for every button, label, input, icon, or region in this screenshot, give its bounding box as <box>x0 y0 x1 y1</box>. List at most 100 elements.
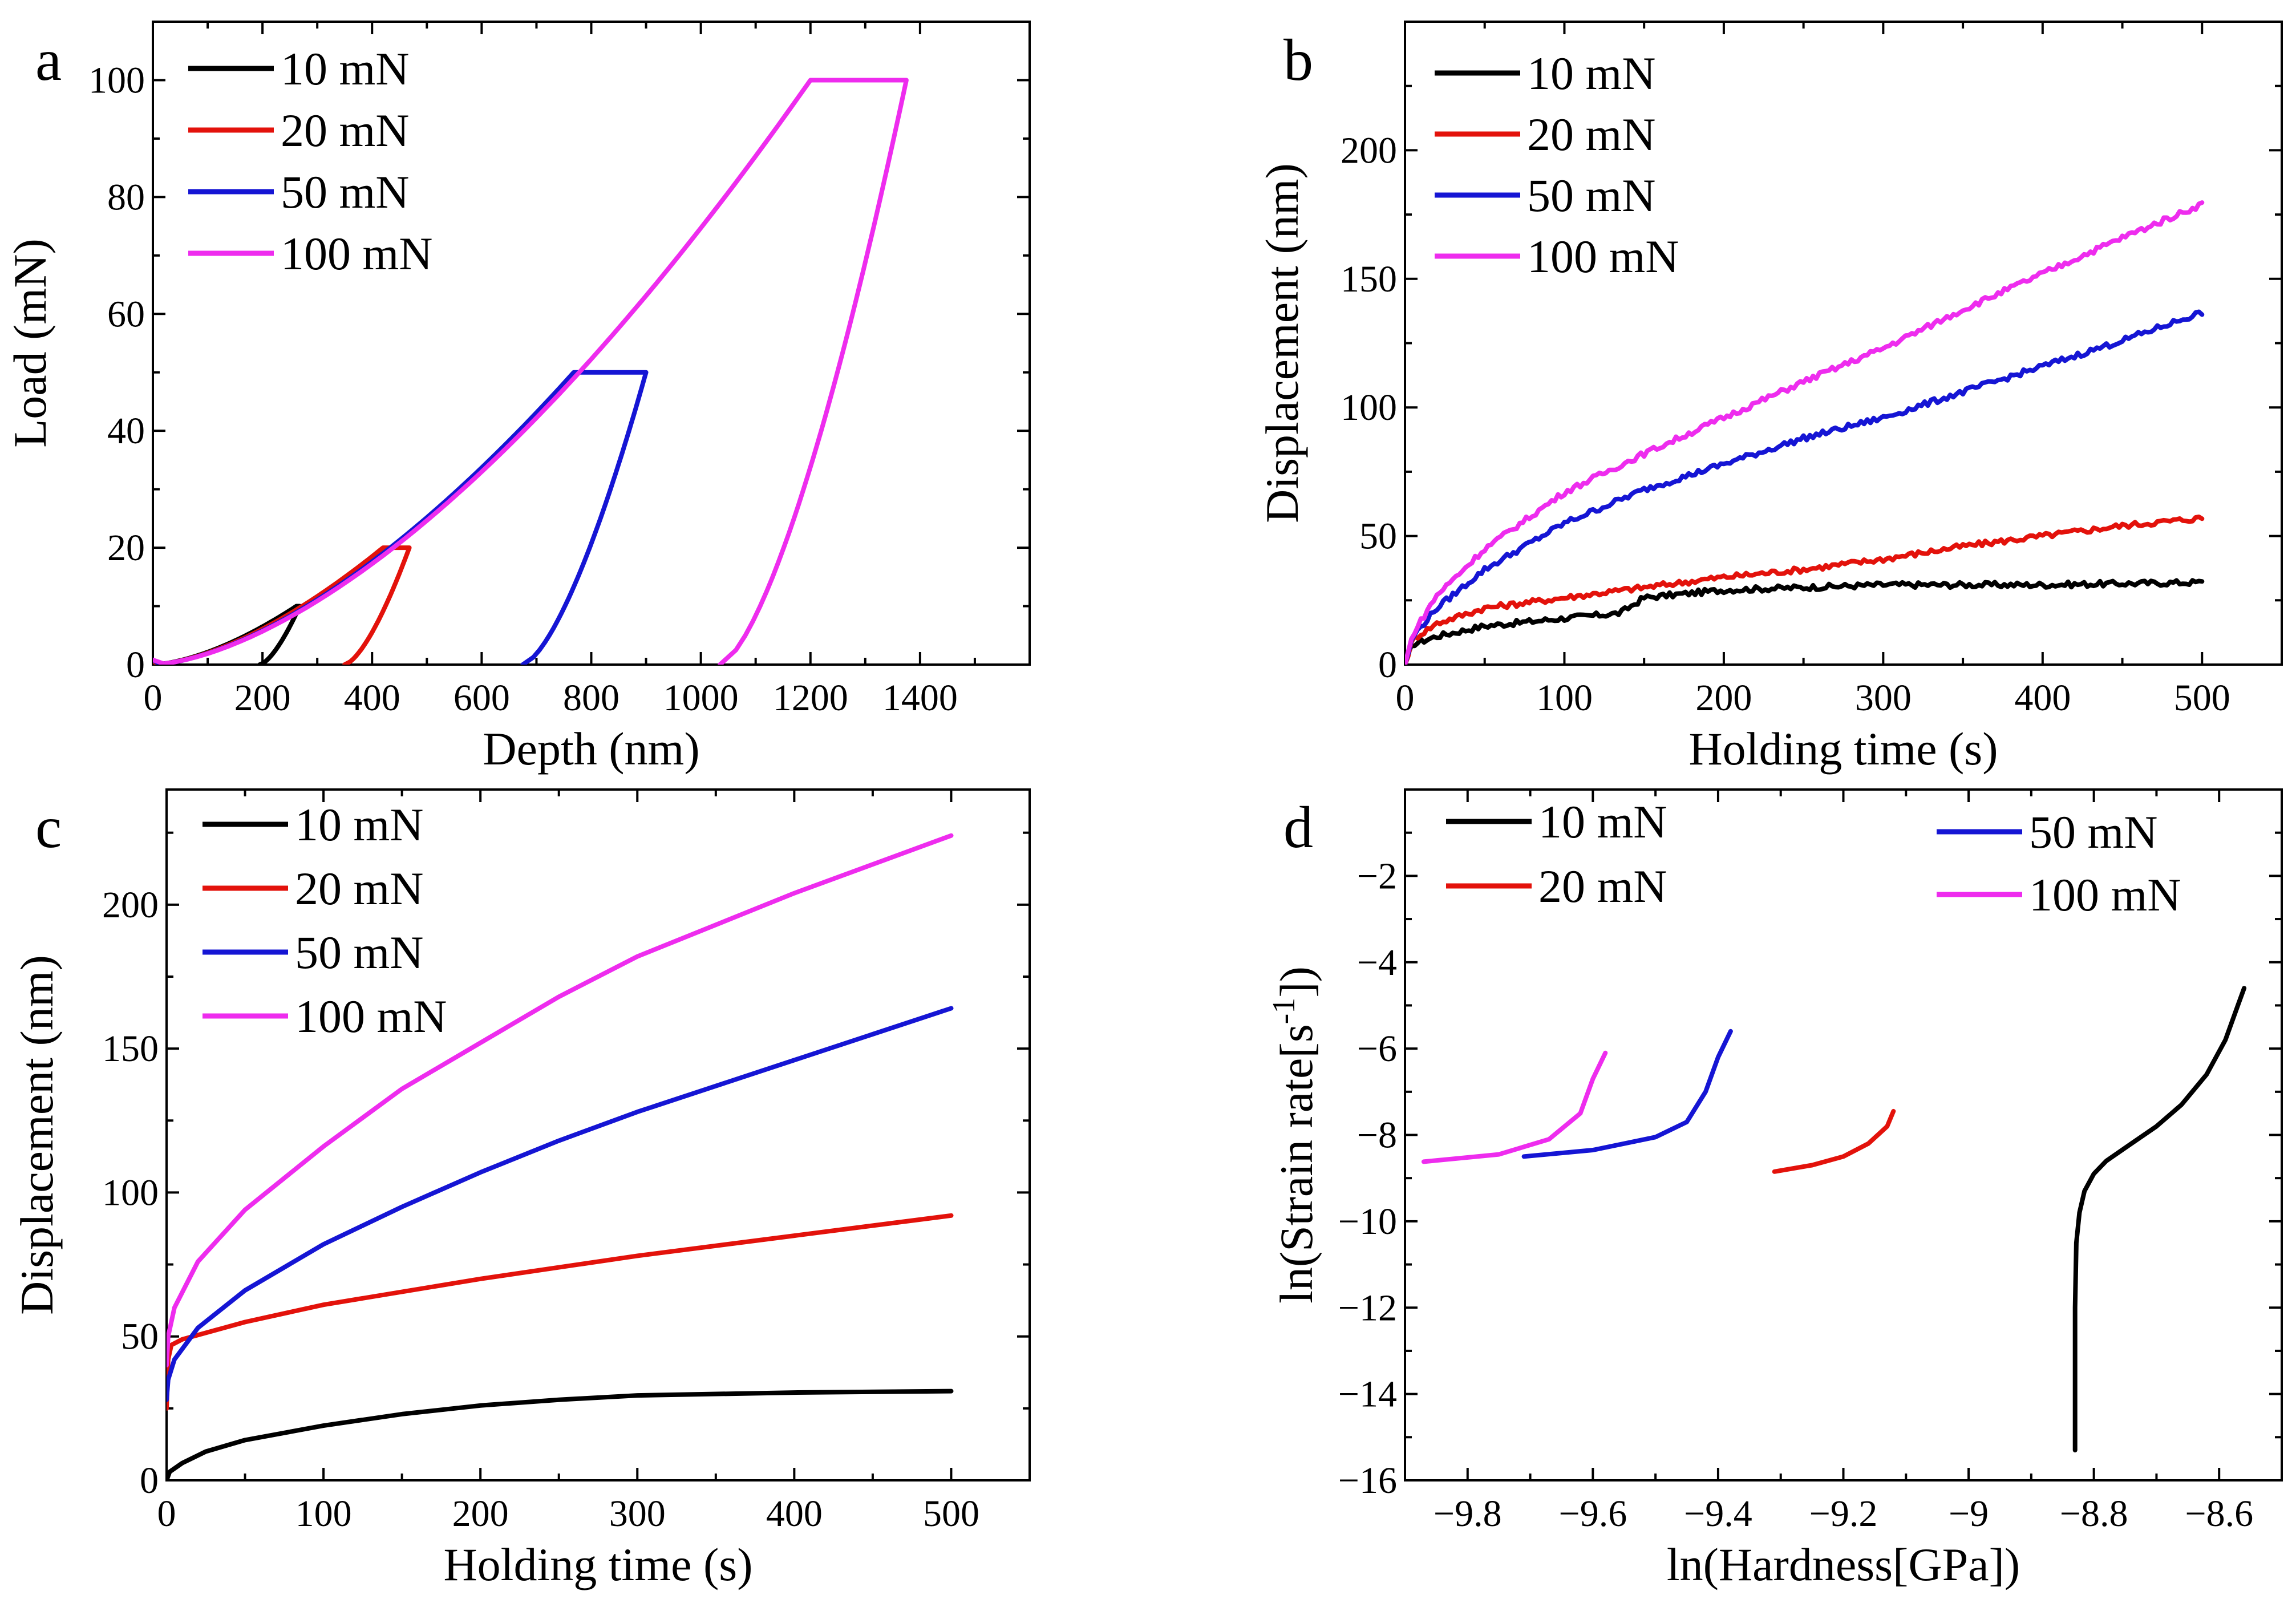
legend-label: 50 mN <box>2029 806 2158 858</box>
y-tick-label: −2 <box>1357 855 1397 897</box>
panel-d: −9.8 −9.6 −9.4 −9.2 −9 −8.8 −8.6 −16 −14 −12 −10 −8… <box>1266 788 2283 1590</box>
x-tick-label: −9.6 <box>1558 1493 1627 1535</box>
legend-label: 100 mN <box>1527 230 1679 282</box>
legend-label: 20 mN <box>295 863 424 914</box>
series-line-100-mn <box>1421 1050 1608 1164</box>
x-tick-label: 200 <box>1695 677 1752 719</box>
x-tick-label: −8.8 <box>2060 1493 2128 1535</box>
series-line-20-mn <box>1772 1108 1896 1174</box>
y-axis-label-superscript: -1 <box>1266 998 1302 1025</box>
x-tick-label: 300 <box>1855 677 1912 719</box>
legend-label: 10 mN <box>1538 796 1667 848</box>
legend-label: 10 mN <box>1527 47 1656 99</box>
x-tick-label: −8.6 <box>2185 1493 2253 1535</box>
y-tick-label: 0 <box>126 644 145 686</box>
y-tick-label: −6 <box>1357 1028 1397 1070</box>
x-tick-label: 400 <box>2014 677 2071 719</box>
y-tick-label: 80 <box>107 176 145 218</box>
y-tick-label: −14 <box>1338 1374 1397 1415</box>
x-axis-label: Holding time (s) <box>443 1539 752 1590</box>
x-tick-label: 300 <box>609 1493 666 1535</box>
y-tick-label: 50 <box>1359 516 1397 557</box>
x-tick-label: 0 <box>1396 677 1415 719</box>
y-axis-label: Displacement (nm) <box>1256 163 1308 523</box>
y-tick-label: 100 <box>88 59 145 101</box>
y-axis-label: ln(Strain rate[s-1]) <box>1266 966 1322 1304</box>
y-tick-label: 100 <box>1341 387 1397 428</box>
series-group <box>1421 986 2247 1452</box>
series-line-100-mn <box>153 78 909 665</box>
series-line-10-mn <box>153 604 302 665</box>
x-tick-label: 1000 <box>663 677 739 719</box>
y-tick-label: 150 <box>1341 258 1397 300</box>
series-line-20-mn <box>1405 515 2205 665</box>
x-tick-label: 1400 <box>882 677 958 719</box>
x-tick-label: 800 <box>563 677 619 719</box>
y-tick-label: 100 <box>102 1172 159 1213</box>
y-tick-label: 60 <box>107 293 145 335</box>
series-line-50-mn <box>1521 1029 1733 1159</box>
x-axis-label: ln(Hardness[GPa]) <box>1667 1539 2020 1590</box>
legend-label: 10 mN <box>281 43 410 95</box>
series-group <box>167 833 954 1480</box>
y-tick-label: 200 <box>102 884 159 926</box>
x-axis-label: Holding time (s) <box>1688 723 1998 775</box>
series-line-50-mn <box>1405 309 2205 665</box>
series-line-50-mn <box>153 370 649 665</box>
y-tick-label: −16 <box>1338 1460 1397 1501</box>
y-tick-label: 40 <box>107 410 145 452</box>
y-tick-label: 20 <box>107 527 145 569</box>
y-tick-label: 0 <box>140 1460 159 1501</box>
x-tick-label: −9 <box>1949 1493 1989 1535</box>
plot-frame <box>165 788 1031 1481</box>
series-group <box>1405 200 2205 665</box>
x-tick-label: 0 <box>144 677 163 719</box>
y-tick-label: 50 <box>121 1316 159 1358</box>
y-tick-label: −10 <box>1338 1201 1397 1242</box>
legend-label: 50 mN <box>1527 169 1656 221</box>
x-tick-label: 400 <box>766 1493 823 1535</box>
legend-label: 100 mN <box>2029 869 2181 921</box>
series-line-10-mn <box>2072 986 2247 1452</box>
x-tick-label: 200 <box>452 1493 509 1535</box>
y-tick-label: −12 <box>1338 1287 1397 1329</box>
x-tick-label: 0 <box>157 1493 176 1535</box>
legend-label: 10 mN <box>295 799 424 851</box>
legend-label: 50 mN <box>295 926 424 978</box>
series-line-10-mn <box>1405 578 2205 665</box>
y-tick-label: 0 <box>1378 644 1397 686</box>
y-axis-label-tail: ]) <box>1270 966 1322 998</box>
x-tick-label: −9.4 <box>1684 1493 1752 1535</box>
series-line-50-mn <box>167 1006 954 1402</box>
x-tick-label: 200 <box>234 677 291 719</box>
x-axis-label: Depth (nm) <box>483 723 699 775</box>
y-axis-label: Displacement (nm) <box>11 955 63 1315</box>
legend-label: 50 mN <box>281 166 410 218</box>
x-tick-label: 100 <box>1536 677 1593 719</box>
legend-label: 20 mN <box>1527 108 1656 160</box>
legend-label: 100 mN <box>281 228 433 280</box>
panel-letter: c <box>35 795 62 860</box>
x-tick-label: 100 <box>295 1493 352 1535</box>
series-line-100-mn <box>1405 200 2205 665</box>
panel-letter: d <box>1283 795 1313 860</box>
x-tick-label: −9.8 <box>1434 1493 1502 1535</box>
series-line-20-mn <box>167 1213 954 1411</box>
x-tick-label: 600 <box>453 677 510 719</box>
x-tick-label: 500 <box>2174 677 2230 719</box>
legend-label: 20 mN <box>281 104 410 156</box>
y-tick-label: 200 <box>1341 129 1397 171</box>
x-tick-label: 500 <box>923 1493 979 1535</box>
y-tick-label: −4 <box>1357 942 1397 983</box>
panel-a: 0 200 400 600 800 1000 1200 1400 0 20 40 60 80 100 Dep… <box>4 21 1031 775</box>
series-line-10-mn <box>167 1389 954 1480</box>
y-tick-label: 150 <box>102 1028 159 1070</box>
y-axis-label: Load (mN) <box>4 238 56 448</box>
panel-letter: a <box>35 27 62 93</box>
legend-label: 20 mN <box>1538 860 1667 912</box>
y-tick-label: −8 <box>1357 1115 1397 1156</box>
legend-label: 100 mN <box>295 990 447 1042</box>
